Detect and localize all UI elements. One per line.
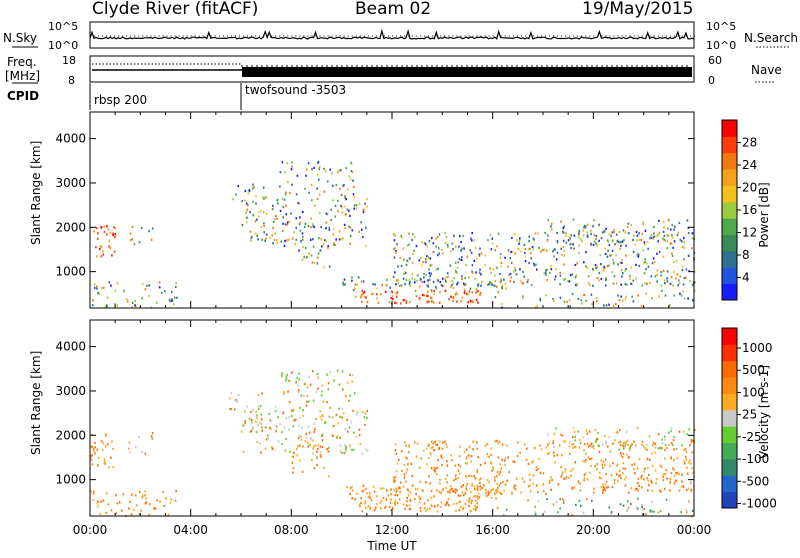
colorbar-tick-label: -25 (742, 430, 762, 444)
velocity-colorbar-label: Velocity [m s-1] (757, 365, 771, 459)
time-tick-label: 20:00 (576, 523, 611, 537)
time-tick-label: 16:00 (475, 523, 510, 537)
colorbar-tick-label: 24 (742, 158, 757, 172)
ytick-label: 3000 (55, 176, 86, 190)
colorbar-tick-label: 16 (742, 203, 757, 217)
colorbar-tick-label: 8 (742, 248, 750, 262)
freq-trace-twofsound (242, 67, 692, 77)
nave-right-tick-top: 60 (708, 54, 722, 67)
ytick-label: 4000 (55, 132, 86, 146)
noise-search-label: N.Search (744, 31, 798, 45)
ytick-label: 2000 (55, 220, 86, 234)
freq-label-line2: [MHz] (5, 69, 40, 83)
colorbar-tick-label: 12 (742, 226, 757, 240)
colorbar-tick-label: 1000 (742, 341, 773, 355)
power-heatmap (91, 160, 696, 309)
freq-left-tick-top: 18 (62, 54, 76, 67)
colorbar-tick-label: -500 (742, 474, 769, 488)
noise-left-tick-bottom: 10^0 (48, 39, 78, 52)
noise-right-tick-bottom: 10^0 (706, 39, 736, 52)
freq-label-line1: Freq. (7, 55, 37, 69)
noise-right-tick-top: 10^5 (706, 20, 736, 33)
noise-left-tick-top: 10^5 (48, 20, 78, 33)
ytick-label: 1000 (55, 265, 86, 279)
freq-spikes (241, 65, 688, 67)
freq-panel: Freq. [MHz] 18 8 60 0 Nave (5, 54, 782, 87)
freq-left-tick-bottom: 8 (68, 74, 75, 87)
velocity-ylabel: Slant Range [km] (29, 351, 43, 455)
power-colorbar: 4 8 12 16 20 24 28 (721, 119, 757, 301)
cpid-label: CPID (7, 89, 39, 103)
time-tick-label: 00:00 (73, 523, 108, 537)
nave-label: Nave (751, 63, 782, 77)
ytick-label: 4000 (55, 340, 86, 354)
time-tick-label: 00:00 (677, 523, 712, 537)
station-title: Clyde River (fitACF) (92, 0, 258, 19)
colorbar-tick-label: -100 (742, 452, 769, 466)
colorbar-tick-label: 28 (742, 136, 757, 150)
colorbar-tick-label: 100 (742, 385, 765, 399)
noise-sky-label: N.Sky (3, 31, 37, 45)
nave-right-tick-bottom: 0 (708, 74, 715, 87)
noise-panel: N.Sky 10^5 10^0 10^5 10^0 N.Search (3, 20, 798, 52)
ytick-label: 3000 (55, 384, 86, 398)
noise-sky-trace (89, 28, 695, 40)
time-axis-label: Time UT (366, 539, 417, 553)
colorbar-tick-label: 20 (742, 181, 757, 195)
time-tick-label: 12:00 (375, 523, 410, 537)
power-panel: 1000 2000 3000 4000 Slant Range [km] 4 8 12 16… (29, 111, 771, 309)
time-axis: 00:00 04:00 08:00 12:00 16:00 20:00 00:00 (73, 523, 712, 537)
velocity-colorbar: 1000 500 100 25 -25 -100 -500 -1000 (721, 327, 777, 511)
colorbar-tick-label: -1000 (742, 497, 777, 511)
velocity-panel: 1000 2000 3000 4000 Slant Range [km] 1000 50… (29, 319, 777, 518)
power-colorbar-label: Power [dB] (757, 182, 771, 247)
ytick-label: 1000 (55, 473, 86, 487)
beam-title: Beam 02 (355, 0, 431, 19)
colorbar-tick-label: 25 (742, 408, 757, 422)
colorbar-tick-label: 500 (742, 363, 765, 377)
cpid-panel: CPID rbsp 200 twofsound -3503 (7, 83, 346, 110)
time-tick-label: 04:00 (173, 523, 208, 537)
cpid-segment-rbsp: rbsp 200 (94, 93, 147, 107)
cpid-segment-twofsound: twofsound -3503 (245, 83, 346, 97)
velocity-heatmap (90, 369, 696, 518)
power-ylabel: Slant Range [km] (29, 141, 43, 245)
ytick-label: 2000 (55, 428, 86, 442)
colorbar-tick-label: 4 (742, 271, 750, 285)
time-tick-label: 08:00 (274, 523, 309, 537)
date-title: 19/May/2015 (582, 0, 694, 19)
